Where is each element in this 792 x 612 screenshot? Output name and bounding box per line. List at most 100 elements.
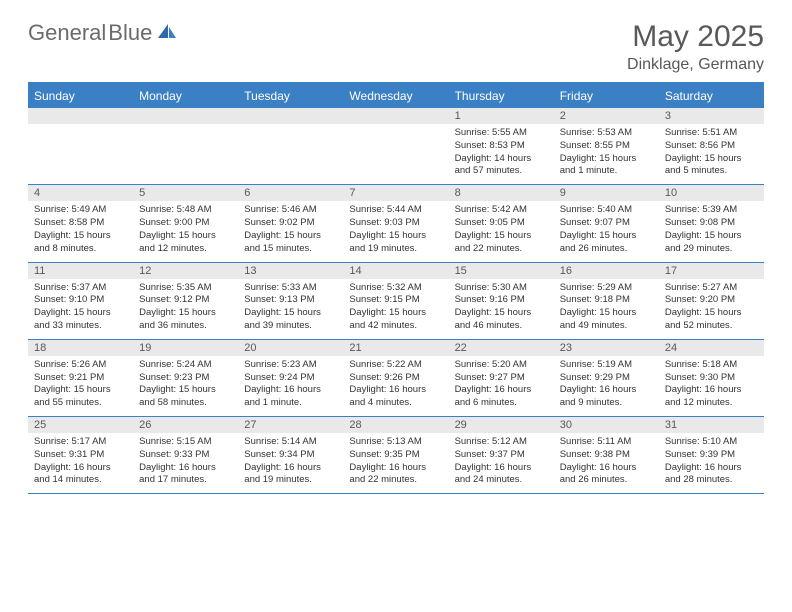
sunset-text: Sunset: 9:39 PM <box>665 449 758 462</box>
day-body: Sunrise: 5:18 AMSunset: 9:30 PMDaylight:… <box>659 356 764 416</box>
daylight-text: Daylight: 15 hours and 46 minutes. <box>455 307 548 333</box>
calendar-body: 1Sunrise: 5:55 AMSunset: 8:53 PMDaylight… <box>28 108 764 494</box>
day-body: Sunrise: 5:22 AMSunset: 9:26 PMDaylight:… <box>343 356 448 416</box>
sunrise-text: Sunrise: 5:26 AM <box>34 359 127 372</box>
day-cell: 21Sunrise: 5:22 AMSunset: 9:26 PMDayligh… <box>343 339 448 416</box>
day-number: 5 <box>133 185 238 201</box>
daylight-text: Daylight: 15 hours and 39 minutes. <box>244 307 337 333</box>
day-number: 6 <box>238 185 343 201</box>
sunrise-text: Sunrise: 5:40 AM <box>560 204 653 217</box>
day-number: 17 <box>659 263 764 279</box>
daylight-text: Daylight: 15 hours and 52 minutes. <box>665 307 758 333</box>
daylight-text: Daylight: 15 hours and 42 minutes. <box>349 307 442 333</box>
day-body <box>238 124 343 182</box>
sunset-text: Sunset: 9:10 PM <box>34 294 127 307</box>
week-row: 1Sunrise: 5:55 AMSunset: 8:53 PMDaylight… <box>28 108 764 185</box>
sunrise-text: Sunrise: 5:46 AM <box>244 204 337 217</box>
week-row: 18Sunrise: 5:26 AMSunset: 9:21 PMDayligh… <box>28 339 764 416</box>
header: GeneralBlue May 2025 Dinklage, Germany <box>28 20 764 74</box>
daylight-text: Daylight: 15 hours and 1 minute. <box>560 153 653 179</box>
day-number: 23 <box>554 340 659 356</box>
day-number: 14 <box>343 263 448 279</box>
day-body: Sunrise: 5:39 AMSunset: 9:08 PMDaylight:… <box>659 201 764 261</box>
day-body: Sunrise: 5:27 AMSunset: 9:20 PMDaylight:… <box>659 279 764 339</box>
sunset-text: Sunset: 9:35 PM <box>349 449 442 462</box>
day-cell: 17Sunrise: 5:27 AMSunset: 9:20 PMDayligh… <box>659 262 764 339</box>
day-header-sun: Sunday <box>28 84 133 108</box>
sunrise-text: Sunrise: 5:30 AM <box>455 282 548 295</box>
sunrise-text: Sunrise: 5:32 AM <box>349 282 442 295</box>
sunset-text: Sunset: 8:56 PM <box>665 140 758 153</box>
day-number: 19 <box>133 340 238 356</box>
day-cell: 7Sunrise: 5:44 AMSunset: 9:03 PMDaylight… <box>343 185 448 262</box>
sunrise-text: Sunrise: 5:42 AM <box>455 204 548 217</box>
day-number: 28 <box>343 417 448 433</box>
daylight-text: Daylight: 15 hours and 26 minutes. <box>560 230 653 256</box>
sunset-text: Sunset: 9:00 PM <box>139 217 232 230</box>
day-number: 29 <box>449 417 554 433</box>
sunset-text: Sunset: 9:08 PM <box>665 217 758 230</box>
day-number <box>343 108 448 124</box>
day-header-mon: Monday <box>133 84 238 108</box>
daylight-text: Daylight: 15 hours and 12 minutes. <box>139 230 232 256</box>
week-row: 25Sunrise: 5:17 AMSunset: 9:31 PMDayligh… <box>28 417 764 494</box>
sunrise-text: Sunrise: 5:48 AM <box>139 204 232 217</box>
day-body: Sunrise: 5:42 AMSunset: 9:05 PMDaylight:… <box>449 201 554 261</box>
sunset-text: Sunset: 9:34 PM <box>244 449 337 462</box>
sunset-text: Sunset: 8:58 PM <box>34 217 127 230</box>
location: Dinklage, Germany <box>627 56 764 74</box>
day-cell: 3Sunrise: 5:51 AMSunset: 8:56 PMDaylight… <box>659 108 764 185</box>
day-number <box>28 108 133 124</box>
day-number: 22 <box>449 340 554 356</box>
daylight-text: Daylight: 16 hours and 4 minutes. <box>349 384 442 410</box>
sunrise-text: Sunrise: 5:39 AM <box>665 204 758 217</box>
day-cell <box>238 108 343 185</box>
daylight-text: Daylight: 15 hours and 33 minutes. <box>34 307 127 333</box>
day-number: 4 <box>28 185 133 201</box>
daylight-text: Daylight: 16 hours and 9 minutes. <box>560 384 653 410</box>
day-cell: 12Sunrise: 5:35 AMSunset: 9:12 PMDayligh… <box>133 262 238 339</box>
sunset-text: Sunset: 9:30 PM <box>665 372 758 385</box>
day-body: Sunrise: 5:40 AMSunset: 9:07 PMDaylight:… <box>554 201 659 261</box>
sunset-text: Sunset: 9:15 PM <box>349 294 442 307</box>
sunset-text: Sunset: 9:24 PM <box>244 372 337 385</box>
daylight-text: Daylight: 15 hours and 29 minutes. <box>665 230 758 256</box>
calendar-table: Sunday Monday Tuesday Wednesday Thursday… <box>28 84 764 494</box>
day-cell <box>133 108 238 185</box>
day-cell: 9Sunrise: 5:40 AMSunset: 9:07 PMDaylight… <box>554 185 659 262</box>
day-body: Sunrise: 5:13 AMSunset: 9:35 PMDaylight:… <box>343 433 448 493</box>
day-cell: 26Sunrise: 5:15 AMSunset: 9:33 PMDayligh… <box>133 417 238 494</box>
day-cell: 25Sunrise: 5:17 AMSunset: 9:31 PMDayligh… <box>28 417 133 494</box>
daylight-text: Daylight: 15 hours and 36 minutes. <box>139 307 232 333</box>
day-cell: 30Sunrise: 5:11 AMSunset: 9:38 PMDayligh… <box>554 417 659 494</box>
sunrise-text: Sunrise: 5:12 AM <box>455 436 548 449</box>
day-cell: 16Sunrise: 5:29 AMSunset: 9:18 PMDayligh… <box>554 262 659 339</box>
day-number: 25 <box>28 417 133 433</box>
daylight-text: Daylight: 15 hours and 8 minutes. <box>34 230 127 256</box>
sunset-text: Sunset: 9:26 PM <box>349 372 442 385</box>
day-body: Sunrise: 5:35 AMSunset: 9:12 PMDaylight:… <box>133 279 238 339</box>
daylight-text: Daylight: 16 hours and 1 minute. <box>244 384 337 410</box>
sunrise-text: Sunrise: 5:44 AM <box>349 204 442 217</box>
sunrise-text: Sunrise: 5:27 AM <box>665 282 758 295</box>
day-body: Sunrise: 5:15 AMSunset: 9:33 PMDaylight:… <box>133 433 238 493</box>
day-body: Sunrise: 5:19 AMSunset: 9:29 PMDaylight:… <box>554 356 659 416</box>
day-cell: 24Sunrise: 5:18 AMSunset: 9:30 PMDayligh… <box>659 339 764 416</box>
sunset-text: Sunset: 9:02 PM <box>244 217 337 230</box>
day-body: Sunrise: 5:44 AMSunset: 9:03 PMDaylight:… <box>343 201 448 261</box>
sunrise-text: Sunrise: 5:37 AM <box>34 282 127 295</box>
sunset-text: Sunset: 9:31 PM <box>34 449 127 462</box>
day-body: Sunrise: 5:48 AMSunset: 9:00 PMDaylight:… <box>133 201 238 261</box>
day-cell: 13Sunrise: 5:33 AMSunset: 9:13 PMDayligh… <box>238 262 343 339</box>
sunrise-text: Sunrise: 5:17 AM <box>34 436 127 449</box>
sunrise-text: Sunrise: 5:35 AM <box>139 282 232 295</box>
daylight-text: Daylight: 15 hours and 22 minutes. <box>455 230 548 256</box>
calendar-page: GeneralBlue May 2025 Dinklage, Germany S… <box>0 0 792 514</box>
sunrise-text: Sunrise: 5:23 AM <box>244 359 337 372</box>
day-number: 1 <box>449 108 554 124</box>
day-body: Sunrise: 5:23 AMSunset: 9:24 PMDaylight:… <box>238 356 343 416</box>
day-header-fri: Friday <box>554 84 659 108</box>
sunset-text: Sunset: 9:33 PM <box>139 449 232 462</box>
sunset-text: Sunset: 8:53 PM <box>455 140 548 153</box>
day-body: Sunrise: 5:37 AMSunset: 9:10 PMDaylight:… <box>28 279 133 339</box>
